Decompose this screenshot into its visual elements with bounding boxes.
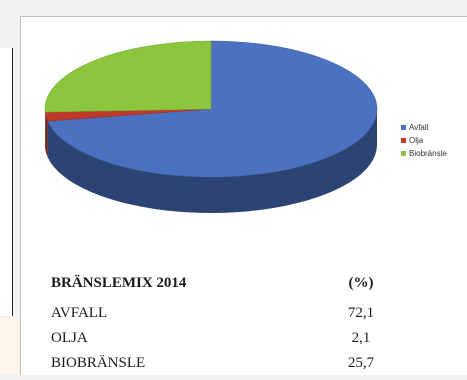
row-label-olja: OLJA xyxy=(51,330,88,347)
table-row: BIOBRÄNSLE 25,7 xyxy=(51,355,441,380)
table-row: OLJA 2,1 xyxy=(51,330,441,355)
row-label-biobransle: BIOBRÄNSLE xyxy=(51,355,145,372)
table-title: BRÄNSLEMIX 2014 xyxy=(51,275,186,292)
legend-label-olja: Olja xyxy=(409,136,423,145)
legend-swatch-avfall xyxy=(401,125,406,130)
row-value-avfall: 72,1 xyxy=(321,305,401,322)
row-label-avfall: AVFALL xyxy=(51,305,107,322)
legend-swatch-biobransle xyxy=(401,151,406,156)
legend-item-avfall: Avfall xyxy=(401,121,447,134)
row-value-olja: 2,1 xyxy=(321,330,401,347)
row-value-biobransle: 25,7 xyxy=(321,355,401,372)
chart-legend: Avfall Olja Biobränsle xyxy=(401,121,447,160)
pie-slice-biobränsle xyxy=(45,41,211,112)
legend-label-biobransle: Biobränsle xyxy=(409,149,447,158)
table-unit: (%) xyxy=(321,275,401,292)
left-panel xyxy=(0,48,13,316)
legend-item-olja: Olja xyxy=(401,134,447,147)
fuel-mix-table: BRÄNSLEMIX 2014 (%) AVFALL 72,1 OLJA 2,1… xyxy=(51,275,441,380)
legend-item-biobransle: Biobränsle xyxy=(401,147,447,160)
chart-card: Avfall Olja Biobränsle BRÄNSLEMIX 2014 (… xyxy=(20,16,467,375)
table-row: AVFALL 72,1 xyxy=(51,305,441,330)
legend-swatch-olja xyxy=(401,138,406,143)
table-header-row: BRÄNSLEMIX 2014 (%) xyxy=(51,275,441,305)
legend-label-avfall: Avfall xyxy=(409,123,428,132)
